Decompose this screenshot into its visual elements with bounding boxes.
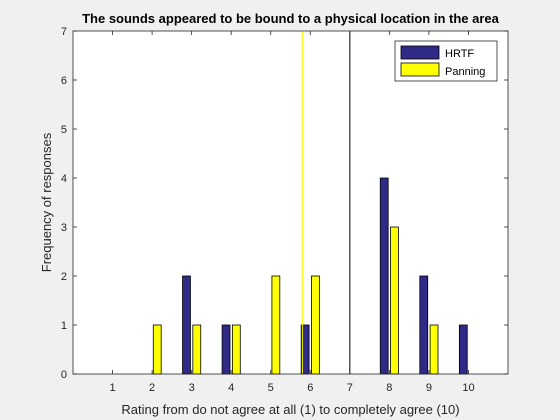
bar-panning-8: [390, 226, 399, 375]
legend-swatch-hrtf: [400, 45, 440, 60]
bar-panning-4: [231, 324, 241, 375]
bar-panning-9: [429, 324, 439, 375]
bar-panning-6: [311, 275, 320, 375]
x-tick-label-4: 4: [228, 382, 234, 394]
y-tick-label-1: 1: [61, 320, 67, 332]
bar-panning-3: [192, 324, 202, 375]
legend: HRTF Panning: [394, 40, 498, 82]
y-axis-label: Frequency of responses: [39, 132, 54, 272]
legend-label-hrtf: HRTF: [445, 48, 474, 60]
y-tick-label-3: 3: [61, 222, 67, 234]
axes: 1 2 3 4 5 6 7 8 9 10 0 1 2 3 4 5 6 7: [61, 26, 509, 394]
x-tick-label-6: 6: [307, 382, 313, 394]
axes-box: [72, 30, 509, 375]
bar-hrtf-9: [419, 275, 429, 375]
x-tick-label-7: 7: [347, 382, 353, 394]
x-tick-label-2: 2: [149, 382, 155, 394]
x-tick-label-3: 3: [189, 382, 195, 394]
x-tick-label-9: 9: [426, 382, 432, 394]
legend-label-panning: Panning: [445, 66, 485, 78]
x-axis-label: Rating from do not agree at all (1) to c…: [121, 402, 459, 417]
bar-hrtf-8: [379, 177, 389, 375]
y-tick-label-4: 4: [61, 173, 67, 185]
x-tick-label-10: 10: [462, 382, 474, 394]
bar-hrtf-3: [182, 275, 191, 375]
y-tick-label-7: 7: [61, 26, 67, 38]
x-tick-label-5: 5: [268, 382, 274, 394]
bar-hrtf-4: [221, 324, 231, 375]
y-tick-label-0: 0: [61, 369, 67, 381]
x-tick-label-1: 1: [109, 382, 115, 394]
y-tick-label-5: 5: [61, 124, 67, 136]
y-tick-label-6: 6: [61, 75, 67, 87]
reference-lines: [301, 31, 351, 374]
bar-panning-2: [152, 324, 162, 375]
legend-swatch-panning: [400, 62, 440, 77]
bar-hrtf-10: [458, 324, 468, 375]
y-tick-label-2: 2: [61, 271, 67, 283]
chart-title: The sounds appeared to be bound to a phy…: [82, 11, 500, 26]
plot-area: [73, 31, 508, 374]
x-tick-label-8: 8: [386, 382, 392, 394]
bar-panning-5: [271, 275, 281, 375]
